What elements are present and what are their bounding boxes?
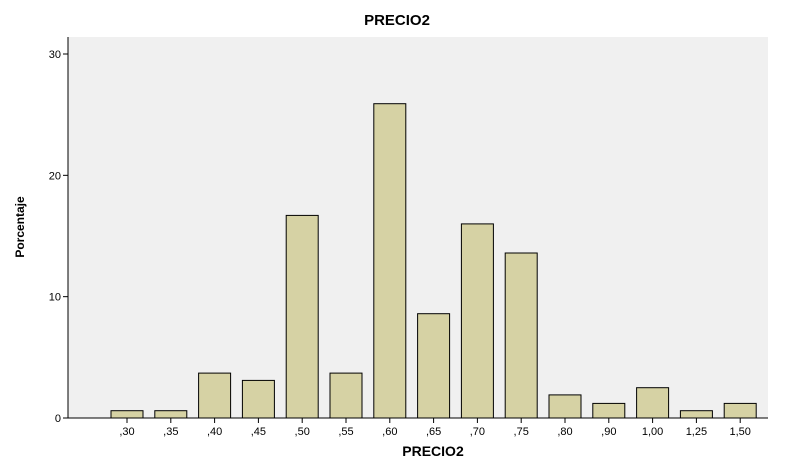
- bar: [154, 410, 188, 419]
- x-tick-label: 1,25: [686, 426, 707, 438]
- x-tick-label: ,60: [382, 426, 397, 438]
- y-tick-label: 30: [49, 49, 61, 61]
- x-axis: ,30 ,35 ,40 ,45 ,50 ,55 ,60 ,65 ,70 ,75 ,80 ,90 1,00…: [68, 417, 768, 438]
- y-tick-label: 10: [49, 292, 61, 304]
- x-axis-label: PRECIO2: [402, 443, 464, 459]
- x-tick-label: 1,00: [642, 426, 663, 438]
- bar: [285, 214, 319, 419]
- bar: [548, 394, 582, 419]
- x-tick-label: ,35: [163, 426, 178, 438]
- x-tick-label: ,55: [338, 426, 353, 438]
- y-axis: 0 10 20 30: [49, 37, 69, 425]
- x-tick-label: 1,50: [729, 426, 750, 438]
- x-tick-label: ,75: [514, 426, 529, 438]
- chart-title: PRECIO2: [364, 12, 430, 29]
- y-tick-label: 0: [55, 413, 61, 425]
- x-tick-label: ,70: [470, 426, 485, 438]
- x-tick-label: ,40: [207, 426, 222, 438]
- bars: [110, 103, 757, 419]
- bar: [504, 252, 538, 419]
- x-tick-label: ,50: [295, 426, 310, 438]
- bar: [592, 402, 626, 419]
- bar: [460, 223, 494, 419]
- bar: [417, 313, 451, 419]
- bar: [636, 387, 670, 419]
- bar: [329, 372, 363, 419]
- bar: [241, 379, 275, 419]
- bar: [679, 410, 713, 419]
- x-tick-label: ,80: [557, 426, 572, 438]
- bar: [373, 103, 407, 419]
- y-tick-label: 20: [49, 170, 61, 182]
- bar: [198, 372, 232, 419]
- x-tick-label: ,30: [119, 426, 134, 438]
- x-tick-label: ,45: [251, 426, 266, 438]
- bar: [110, 410, 144, 419]
- x-tick-label: ,90: [601, 426, 616, 438]
- y-axis-label: Porcentaje: [13, 196, 27, 258]
- bar: [723, 402, 757, 419]
- x-tick-label: ,65: [426, 426, 441, 438]
